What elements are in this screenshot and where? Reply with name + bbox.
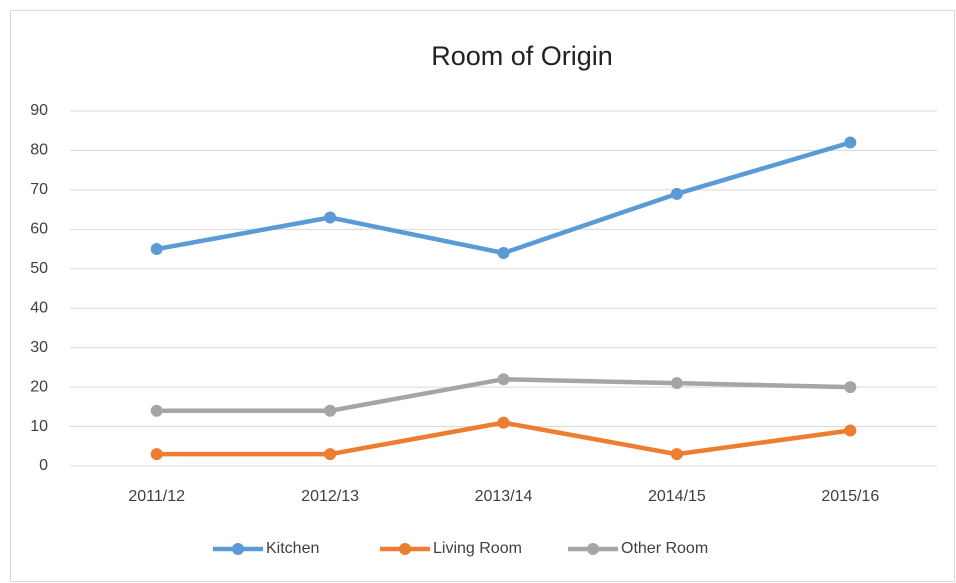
point — [670, 448, 683, 461]
point — [844, 424, 857, 437]
point — [497, 247, 510, 259]
point — [324, 448, 337, 461]
legend-label: Other Room — [621, 540, 708, 557]
point — [670, 187, 683, 200]
point — [497, 416, 510, 429]
point — [150, 448, 163, 461]
x-tick-label: 2014/15 — [648, 488, 706, 505]
x-tick-label: 2015/16 — [821, 488, 879, 505]
point — [844, 136, 857, 149]
y-tick-label: 60 — [30, 221, 48, 238]
chart-border — [10, 10, 955, 582]
y-tick-label: 0 — [39, 457, 48, 474]
point — [150, 243, 163, 256]
point — [497, 373, 510, 386]
y-tick-label: 30 — [30, 339, 48, 356]
y-tick-label: 50 — [30, 260, 48, 277]
point — [324, 211, 337, 224]
legend-marker — [399, 543, 411, 555]
legend-label: Living Room — [433, 540, 522, 557]
x-tick-label: 2013/14 — [475, 488, 533, 505]
point — [844, 381, 857, 394]
y-tick-label: 40 — [30, 299, 48, 316]
legend-marker — [587, 543, 599, 555]
point — [324, 404, 337, 417]
point — [670, 377, 683, 390]
y-tick-label: 20 — [30, 378, 48, 395]
y-tick-label: 70 — [30, 181, 48, 198]
y-tick-label: 10 — [30, 418, 48, 435]
x-tick-label: 2011/12 — [128, 488, 185, 505]
legend-marker — [232, 543, 244, 555]
x-tick-label: 2012/13 — [301, 488, 359, 505]
chart-title: Room of Origin — [431, 41, 613, 71]
legend-label: Kitchen — [266, 540, 319, 557]
y-tick-label: 80 — [30, 142, 48, 159]
y-tick-label: 90 — [30, 102, 48, 119]
point — [150, 404, 163, 417]
